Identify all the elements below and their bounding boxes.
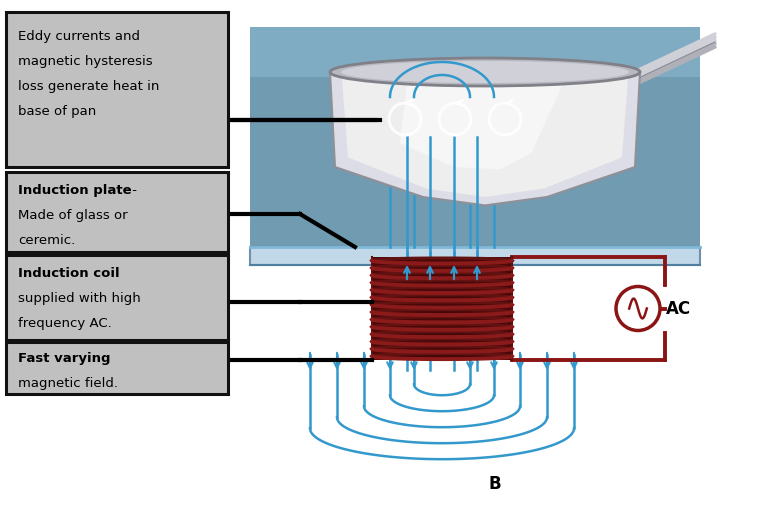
Text: Made of glass or: Made of glass or [18, 209, 127, 222]
Text: Eddy currents and: Eddy currents and [18, 30, 140, 43]
FancyBboxPatch shape [6, 172, 228, 252]
Text: base of pan: base of pan [18, 105, 96, 118]
Text: Fast varying: Fast varying [18, 352, 110, 365]
Polygon shape [330, 72, 640, 205]
Text: Induction coil: Induction coil [18, 267, 120, 280]
Polygon shape [342, 79, 628, 197]
FancyBboxPatch shape [372, 257, 512, 360]
Text: AC: AC [666, 300, 691, 317]
Ellipse shape [341, 61, 629, 83]
Polygon shape [250, 27, 700, 77]
Text: supplied with high: supplied with high [18, 292, 141, 305]
Text: magnetic field.: magnetic field. [18, 377, 118, 390]
Circle shape [616, 287, 660, 331]
Text: frequency AC.: frequency AC. [18, 317, 112, 330]
Polygon shape [400, 82, 562, 169]
Ellipse shape [330, 58, 640, 86]
Text: ceremic.: ceremic. [18, 234, 75, 247]
Text: -: - [128, 184, 137, 197]
Text: loss generate heat in: loss generate heat in [18, 80, 160, 93]
FancyBboxPatch shape [250, 247, 700, 265]
Text: magnetic hysteresis: magnetic hysteresis [18, 55, 153, 68]
FancyBboxPatch shape [6, 12, 228, 167]
FancyBboxPatch shape [6, 255, 228, 340]
Polygon shape [250, 27, 700, 247]
FancyBboxPatch shape [6, 342, 228, 394]
Text: Induction plate: Induction plate [18, 184, 132, 197]
Text: B: B [489, 475, 502, 493]
